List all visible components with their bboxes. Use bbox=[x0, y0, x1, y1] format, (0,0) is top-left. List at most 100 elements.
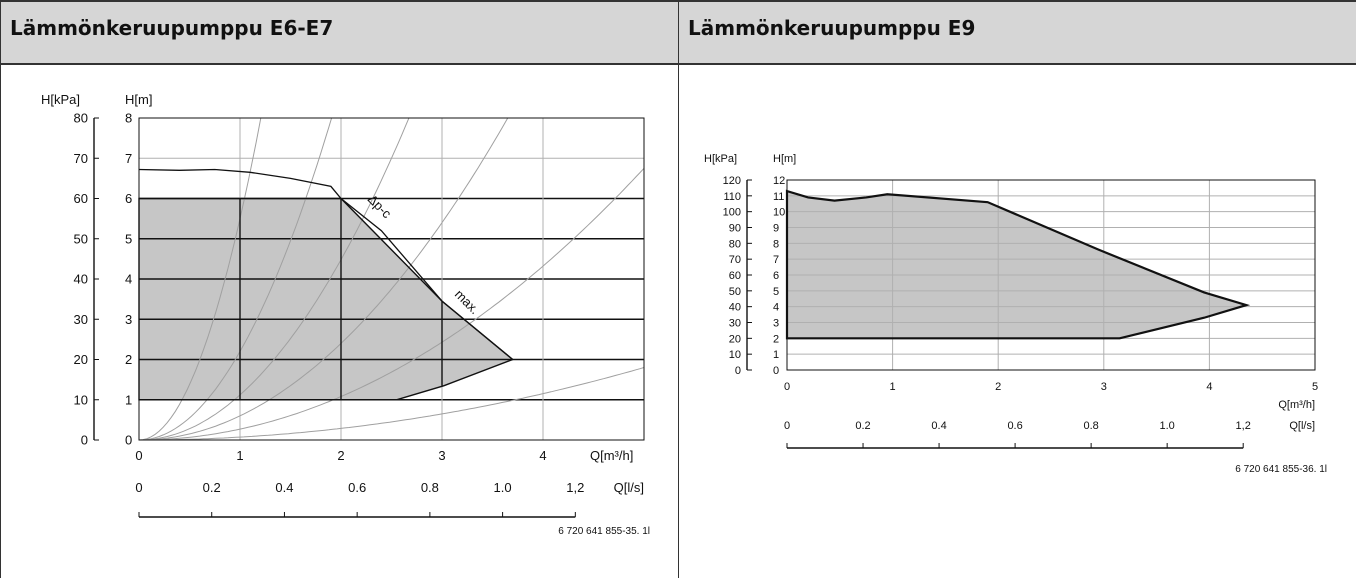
m-tick-label: 8 bbox=[773, 238, 779, 250]
ls-axis-title: Q[l/s] bbox=[614, 480, 644, 495]
kpa-tick-label: 30 bbox=[74, 312, 88, 327]
pump-curve-chart-e9: 0102030405060708090100110120H[kPa]012345… bbox=[704, 153, 1327, 475]
operating-range-area bbox=[787, 191, 1247, 339]
system-curve bbox=[139, 118, 509, 440]
kpa-tick-label: 70 bbox=[74, 151, 88, 166]
ls-tick-label: 1,2 bbox=[566, 480, 584, 495]
m-tick-label: 9 bbox=[773, 222, 779, 234]
kpa-tick-label: 50 bbox=[74, 231, 88, 246]
system-curve bbox=[139, 118, 333, 440]
kpa-tick-label: 90 bbox=[729, 222, 741, 234]
kpa-tick-label: 10 bbox=[729, 349, 741, 361]
ls-tick-label: 0.6 bbox=[348, 480, 366, 495]
kpa-axis-title: H[kPa] bbox=[704, 153, 737, 165]
m-tick-label: 3 bbox=[773, 317, 779, 329]
panel-title: Lämmönkeruupumppu E9 bbox=[688, 16, 976, 40]
m-tick-label: 4 bbox=[773, 302, 779, 314]
max-pump-curve bbox=[138, 168, 514, 361]
kpa-axis-title: H[kPa] bbox=[41, 92, 80, 107]
kpa-tick-label: 40 bbox=[729, 302, 741, 314]
kpa-tick-label: 30 bbox=[729, 317, 741, 329]
m-tick-label: 11 bbox=[773, 191, 784, 203]
m-tick-label: 7 bbox=[773, 254, 779, 266]
system-curves bbox=[139, 118, 644, 440]
ls-tick-label: 0.4 bbox=[931, 420, 946, 432]
m3h-tick-label: 0 bbox=[135, 448, 142, 463]
m-axis-title: H[m] bbox=[125, 92, 152, 107]
m-tick-label: 7 bbox=[125, 151, 132, 166]
m-tick-label: 5 bbox=[773, 286, 779, 298]
m3h-tick-label: 2 bbox=[995, 381, 1001, 393]
figure-reference-number: 6 720 641 855-36. 1l bbox=[1235, 464, 1327, 475]
chart-panel-e9: Lämmönkeruupumppu E9 0 10 20 30 40 50 60 70 80 90… bbox=[678, 0, 1356, 578]
m-tick-label: 8 bbox=[125, 111, 132, 126]
ls-tick-label: 1,2 bbox=[1236, 420, 1251, 432]
system-curve bbox=[139, 118, 262, 440]
m3h-tick-label: 3 bbox=[1101, 381, 1107, 393]
kpa-tick-label: 50 bbox=[729, 286, 741, 298]
ls-tick-label: 1.0 bbox=[494, 480, 512, 495]
kpa-tick-label: 60 bbox=[74, 191, 88, 206]
kpa-tick-label: 10 bbox=[74, 392, 88, 407]
plot-border bbox=[786, 179, 1316, 371]
panel-header: Lämmönkeruupumppu E9 bbox=[679, 0, 1356, 65]
m3h-tick-label: 3 bbox=[438, 448, 445, 463]
system-curve bbox=[139, 167, 644, 440]
ls-tick-label: 0.2 bbox=[855, 420, 870, 432]
kpa-tick-label: 20 bbox=[729, 333, 741, 345]
m-tick-label: 0 bbox=[773, 365, 779, 377]
system-curve bbox=[139, 367, 644, 440]
m-tick-label: 5 bbox=[125, 231, 132, 246]
system-curve bbox=[139, 118, 410, 440]
kpa-tick-label: 0 bbox=[735, 365, 741, 377]
ls-tick-label: 0.4 bbox=[275, 480, 293, 495]
ls-tick-label: 0 bbox=[784, 420, 790, 432]
ls-tick-label: 0.2 bbox=[203, 480, 221, 495]
figure-reference-number: 6 720 641 855-35. 1l bbox=[558, 526, 650, 537]
m-tick-label: 6 bbox=[773, 270, 779, 282]
kpa-tick-label: 0 bbox=[81, 433, 88, 448]
m3h-tick-label: 5 bbox=[1312, 381, 1318, 393]
m3h-tick-label: 1 bbox=[890, 381, 896, 393]
m-tick-label: 3 bbox=[125, 312, 132, 327]
m-tick-label: 1 bbox=[125, 392, 132, 407]
m-tick-label: 2 bbox=[125, 352, 132, 367]
m3h-axis-title: Q[m³/h] bbox=[1278, 399, 1315, 411]
m-tick-label: 6 bbox=[125, 191, 132, 206]
kpa-tick-label: 80 bbox=[729, 238, 741, 250]
m-axis-title: H[m] bbox=[773, 153, 796, 165]
ls-axis-title: Q[l/s] bbox=[1289, 420, 1315, 432]
m3h-tick-label: 1 bbox=[236, 448, 243, 463]
m3h-tick-label: 0 bbox=[784, 381, 790, 393]
kpa-tick-label: 60 bbox=[729, 270, 741, 282]
m-tick-label: 2 bbox=[773, 333, 779, 345]
chart-panel-e6-e7: Lämmönkeruupumppu E6-E7 0 10 20 30 40 50 60 70 8… bbox=[0, 0, 679, 578]
ls-tick-label: 0.8 bbox=[421, 480, 439, 495]
kpa-tick-label: 110 bbox=[723, 191, 741, 203]
kpa-tick-label: 70 bbox=[729, 254, 741, 266]
kpa-tick-label: 40 bbox=[74, 272, 88, 287]
ls-tick-label: 1.0 bbox=[1160, 420, 1175, 432]
m-tick-label: 10 bbox=[773, 207, 785, 219]
m3h-tick-label: 4 bbox=[539, 448, 546, 463]
ls-tick-label: 0.8 bbox=[1083, 420, 1098, 432]
kpa-tick-label: 20 bbox=[74, 352, 88, 367]
ls-tick-label: 0.6 bbox=[1007, 420, 1022, 432]
m-tick-label: 12 bbox=[773, 175, 785, 187]
kpa-tick-label: 100 bbox=[723, 207, 741, 219]
plot-border bbox=[138, 117, 645, 441]
m-tick-label: 1 bbox=[773, 349, 779, 361]
kpa-tick-label: 80 bbox=[74, 111, 88, 126]
curve-annotation: Δp-c bbox=[365, 192, 395, 222]
m-tick-label: 0 bbox=[125, 433, 132, 448]
ls-tick-label: 0 bbox=[135, 480, 142, 495]
panel-header: Lämmönkeruupumppu E6-E7 bbox=[1, 0, 678, 65]
m3h-tick-label: 4 bbox=[1206, 381, 1212, 393]
m-tick-label: 4 bbox=[125, 272, 132, 287]
m3h-axis-title: Q[m³/h] bbox=[590, 448, 633, 463]
operating-range-outline bbox=[785, 189, 1251, 340]
panel-title: Lämmönkeruupumppu E6-E7 bbox=[10, 16, 334, 40]
kpa-tick-label: 120 bbox=[723, 175, 741, 187]
m3h-tick-label: 2 bbox=[337, 448, 344, 463]
